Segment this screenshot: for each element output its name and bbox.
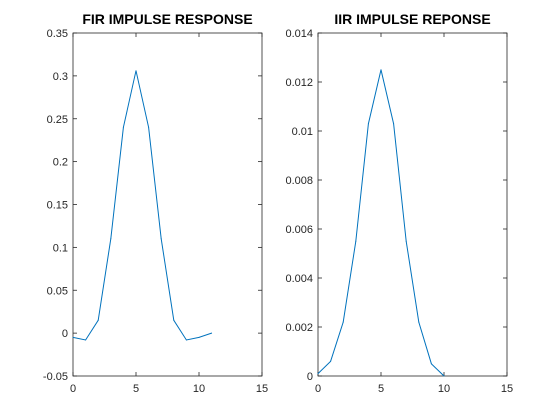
iir-y-tick-label: 0.006 bbox=[285, 224, 313, 236]
fir-x-tick-label: 10 bbox=[193, 383, 205, 395]
fir-x-tick-label: 15 bbox=[256, 383, 268, 395]
fir-y-tick-label: 0.3 bbox=[53, 71, 68, 83]
iir-y-tick-label: 0.014 bbox=[285, 28, 313, 40]
iir-chart-title: IIR IMPULSE REPONSE bbox=[334, 11, 490, 27]
fir-y-tick-label: 0.05 bbox=[47, 285, 68, 297]
iir-data-point bbox=[443, 375, 445, 377]
iir-y-tick-label: 0.01 bbox=[292, 126, 313, 138]
fir-y-tick-label: 0.25 bbox=[47, 114, 68, 126]
iir-subplot: IIR IMPULSE REPONSE 0 5 10 15 0 0.002 0.004 0.00… bbox=[285, 11, 513, 395]
fir-y-tick-label: -0.05 bbox=[43, 371, 68, 383]
iir-x-tick-label: 5 bbox=[378, 383, 384, 395]
fir-data-point bbox=[85, 339, 87, 341]
fir-y-tick-label: 0 bbox=[62, 328, 68, 340]
fir-y-tick-label: 0.2 bbox=[53, 157, 68, 169]
iir-y-tick-label: 0.008 bbox=[285, 175, 313, 187]
fir-x-tick-label: 5 bbox=[133, 383, 139, 395]
iir-data-point bbox=[355, 240, 357, 242]
iir-y-tick-label: 0.012 bbox=[285, 77, 313, 89]
iir-y-tick-label: 0.002 bbox=[285, 322, 313, 334]
fir-y-tick-label: 0.35 bbox=[47, 28, 68, 40]
iir-axes-box bbox=[317, 32, 508, 377]
iir-y-tick-label: 0 bbox=[307, 371, 313, 383]
iir-data-point bbox=[317, 373, 319, 375]
iir-data-point bbox=[405, 240, 407, 242]
fir-data-point bbox=[185, 339, 187, 341]
iir-data-point bbox=[330, 360, 332, 362]
iir-data-point bbox=[380, 69, 382, 71]
iir-y-tick-label: 0.004 bbox=[285, 273, 313, 285]
iir-data-point bbox=[418, 321, 420, 323]
fir-x-tick-label: 0 bbox=[70, 383, 76, 395]
fir-data-point bbox=[211, 332, 213, 334]
iir-data-point bbox=[430, 363, 432, 365]
fir-y-tick-label: 0.1 bbox=[53, 242, 68, 254]
fir-data-point bbox=[173, 319, 175, 321]
iir-x-tick-label: 15 bbox=[501, 383, 513, 395]
fir-data-point bbox=[110, 238, 112, 240]
fir-axes-box bbox=[72, 32, 263, 377]
fir-data-point bbox=[135, 70, 137, 72]
iir-data-point bbox=[393, 123, 395, 125]
iir-data-point bbox=[367, 123, 369, 125]
fir-data-point bbox=[72, 336, 74, 338]
iir-data-point bbox=[342, 321, 344, 323]
fir-data-point bbox=[198, 336, 200, 338]
iir-x-tick-label: 0 bbox=[315, 383, 321, 395]
iir-x-tick-label: 10 bbox=[438, 383, 450, 395]
fir-data-point bbox=[160, 238, 162, 240]
fir-y-tick-label: 0.15 bbox=[47, 200, 68, 212]
fir-impulse-response-line bbox=[72, 70, 212, 341]
fir-data-point bbox=[97, 319, 99, 321]
fir-data-point bbox=[148, 126, 150, 128]
fir-data-point bbox=[122, 126, 124, 128]
fir-chart-title: FIR IMPULSE RESPONSE bbox=[82, 11, 252, 27]
